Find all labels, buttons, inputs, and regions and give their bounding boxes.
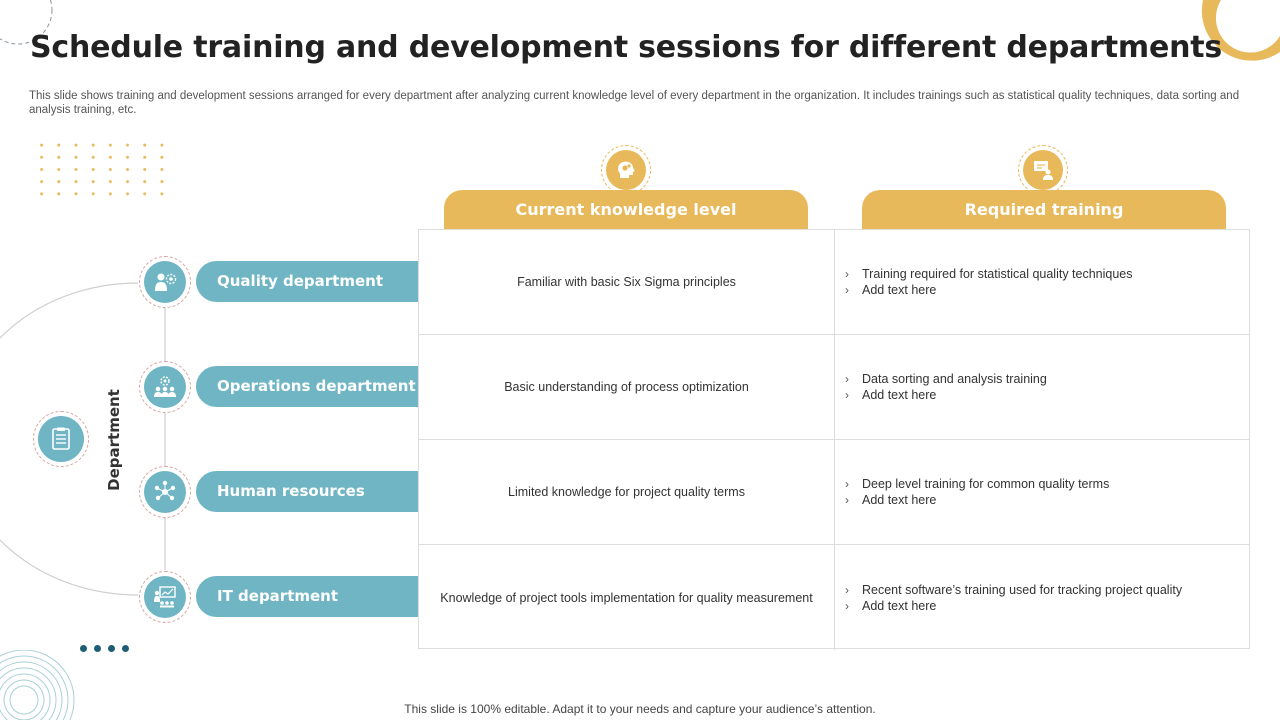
quality-person-icon <box>139 256 191 308</box>
list-item: › Data sorting and analysis training <box>845 372 1047 386</box>
corner-gold-ring-decoration <box>1201 0 1280 61</box>
training-cell: › Recent software’s training used for tra… <box>835 545 1249 650</box>
training-cell: › Deep level training for common quality … <box>835 440 1249 544</box>
header-required-training: Required training <box>862 190 1226 230</box>
dept-tab-it: IT department <box>196 576 418 617</box>
table-row: Knowledge of project tools implementatio… <box>419 545 1249 650</box>
four-dots-decoration <box>80 645 129 652</box>
table-row: Familiar with basic Six Sigma principles… <box>419 230 1249 335</box>
knowledge-cell: Knowledge of project tools implementatio… <box>419 545 835 650</box>
dept-tab-human-resources: Human resources <box>196 471 418 512</box>
list-item: › Add text here <box>845 283 937 297</box>
department-clipboard-icon <box>33 411 89 467</box>
dept-tab-quality: Quality department <box>196 261 418 302</box>
training-presenter-icon <box>1018 145 1068 195</box>
chevron-right-icon: › <box>845 267 849 281</box>
training-table: Familiar with basic Six Sigma principles… <box>418 229 1250 650</box>
knowledge-cell: Basic understanding of process optimizat… <box>419 335 835 439</box>
chevron-right-icon: › <box>845 582 849 597</box>
knowledge-head-gears-icon <box>601 145 651 195</box>
chevron-right-icon: › <box>845 388 849 402</box>
slide-footer: This slide is 100% editable. Adapt it to… <box>404 702 876 716</box>
presentation-board-icon <box>139 571 191 623</box>
training-cell: › Training required for statistical quali… <box>835 230 1249 334</box>
chevron-right-icon: › <box>845 372 849 386</box>
chevron-right-icon: › <box>845 283 849 297</box>
chevron-right-icon: › <box>845 493 849 507</box>
department-axis-label: Department <box>105 389 123 491</box>
people-network-icon <box>139 466 191 518</box>
chevron-right-icon: › <box>845 477 849 491</box>
training-cell: › Data sorting and analysis training › Add… <box>835 335 1249 439</box>
department-connector-lines <box>0 282 166 596</box>
table-row: Basic understanding of process optimizat… <box>419 335 1249 440</box>
operations-team-icon <box>139 361 191 413</box>
slide-title: Schedule training and development sessio… <box>30 30 1223 65</box>
dept-tab-operations: Operations department <box>196 366 418 407</box>
table-row: Limited knowledge for project quality te… <box>419 440 1249 545</box>
list-item: › Add text here <box>845 493 937 507</box>
corner-dashed-circle-decoration <box>0 0 53 45</box>
header-current-knowledge: Current knowledge level <box>444 190 808 230</box>
dot-grid-decoration <box>33 139 173 201</box>
list-item: › Add text here <box>845 598 937 613</box>
slide-subtitle: This slide shows training and developmen… <box>29 90 1240 116</box>
list-item: › Training required for statistical quali… <box>845 267 1133 281</box>
list-item: › Deep level training for common quality … <box>845 477 1110 491</box>
chevron-right-icon: › <box>845 598 849 613</box>
corner-concentric-circles-decoration <box>0 650 75 720</box>
list-item: › Add text here <box>845 388 937 402</box>
list-item: › Recent software’s training used for tra… <box>845 582 1183 597</box>
knowledge-cell: Familiar with basic Six Sigma principles <box>419 230 835 334</box>
knowledge-cell: Limited knowledge for project quality te… <box>419 440 835 544</box>
